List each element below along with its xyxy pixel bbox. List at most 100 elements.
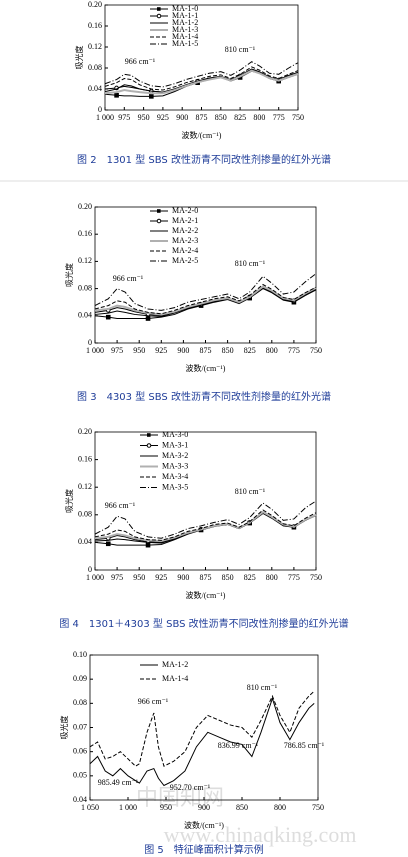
- x-tick-label: 850: [222, 573, 234, 582]
- legend-label: MA-3-3: [162, 461, 188, 470]
- x-tick-label: 825: [244, 573, 256, 582]
- y-tick-label: 0.08: [73, 698, 87, 707]
- legend-label: MA-3-4: [162, 472, 188, 481]
- x-tick-label: 900: [177, 346, 189, 355]
- y-axis-label: 吸光度: [64, 489, 74, 513]
- y-tick-label: 0.12: [88, 42, 102, 51]
- x-tick-label: 750: [310, 346, 322, 355]
- y-tick-label: 0.16: [88, 21, 102, 30]
- legend-label: MA-2-5: [172, 256, 198, 265]
- x-tick-label: 1 000: [86, 346, 104, 355]
- x-tick-label: 775: [288, 346, 300, 355]
- watermark: www.chinaqking.com: [164, 822, 357, 847]
- legend-label: MA-2-1: [172, 216, 198, 225]
- x-tick-label: 1 000: [86, 573, 104, 582]
- y-tick-label: 0.20: [78, 202, 92, 211]
- series-line: [94, 510, 317, 543]
- x-tick-label: 900: [198, 803, 210, 812]
- x-tick-label: 975: [111, 346, 123, 355]
- y-tick-label: 0.06: [73, 746, 87, 755]
- legend-marker: [157, 7, 161, 11]
- y-tick-label: 0.08: [78, 510, 92, 519]
- legend-label: MA-1-2: [172, 18, 198, 27]
- legend-label: MA-2-2: [172, 226, 198, 235]
- series-line: [104, 66, 299, 91]
- y-tick-label: 0.04: [78, 537, 92, 546]
- legend-label: MA-1-4: [172, 32, 198, 41]
- annotation: 786.85 cm⁻¹: [284, 741, 325, 750]
- x-tick-label: 875: [200, 346, 212, 355]
- y-tick-label: 0: [88, 565, 92, 574]
- y-tick-label: 0.16: [78, 454, 92, 463]
- x-axis-label: 波数/(cm⁻¹): [186, 590, 226, 600]
- y-tick-label: 0.08: [88, 63, 102, 72]
- x-axis-label: 波数/(cm⁻¹): [186, 363, 226, 373]
- legend-label: MA-2-4: [172, 246, 198, 255]
- x-tick-label: 800: [266, 346, 278, 355]
- y-axis-label: 吸光度: [59, 716, 69, 740]
- x-tick-label: 800: [266, 573, 278, 582]
- annotation: 810 cm⁻¹: [247, 683, 278, 692]
- x-axis-label: 波数/(cm⁻¹): [184, 820, 224, 830]
- legend-label: MA-1-5: [172, 39, 198, 48]
- x-tick-label: 850: [236, 803, 248, 812]
- series-line: [89, 690, 315, 767]
- series-line: [94, 509, 317, 541]
- x-tick-label: 800: [274, 803, 286, 812]
- x-tick-label: 925: [157, 113, 169, 122]
- legend-label: MA-3-5: [162, 482, 188, 491]
- series-line: [94, 283, 317, 315]
- y-tick-label: 0.04: [78, 311, 92, 320]
- series-line: [94, 500, 317, 539]
- legend-label: MA-2-3: [172, 236, 198, 245]
- legend-label: MA-1-0: [172, 4, 198, 13]
- series-line: [104, 61, 299, 88]
- annotation: 966 cm⁻¹: [105, 501, 136, 510]
- x-tick-label: 1 050: [81, 803, 99, 812]
- y-axis-label: 吸光度: [64, 263, 74, 287]
- annotation: 810 cm⁻¹: [225, 45, 256, 54]
- y-tick-label: 0.07: [73, 722, 87, 731]
- x-tick-label: 925: [155, 346, 167, 355]
- series-line: [104, 69, 299, 95]
- y-tick-label: 0.04: [88, 84, 102, 93]
- legend-label: MA-1-1: [172, 11, 198, 20]
- x-tick-label: 900: [177, 573, 189, 582]
- x-tick-label: 750: [292, 113, 304, 122]
- caption: 图 3 4303 型 SBS 改性沥青不同改性剂掺量的红外光谱: [77, 390, 331, 403]
- annotation: 952.70 cm⁻¹: [170, 783, 211, 792]
- y-tick-label: 0.12: [78, 482, 92, 491]
- x-tick-label: 900: [176, 113, 188, 122]
- x-tick-label: 825: [234, 113, 246, 122]
- series-line: [94, 285, 317, 316]
- annotation: 966 cm⁻¹: [138, 697, 169, 706]
- x-tick-label: 850: [222, 346, 234, 355]
- x-tick-label: 800: [253, 113, 265, 122]
- x-tick-label: 950: [133, 573, 145, 582]
- legend-label: MA-1-2: [162, 660, 188, 669]
- x-tick-label: 1 000: [119, 803, 137, 812]
- y-axis-label: 吸光度: [74, 46, 84, 70]
- x-tick-label: 875: [196, 113, 208, 122]
- legend-label: MA-2-0: [172, 206, 198, 215]
- x-axis-label: 波数/(cm⁻¹): [182, 130, 222, 140]
- legend-label: MA-3-2: [162, 451, 188, 460]
- annotation: 966 cm⁻¹: [125, 57, 156, 66]
- y-tick-label: 0.04: [73, 795, 87, 804]
- caption: 图 4 1301＋4303 型 SBS 改性沥青不同改性剂掺量的红外光谱: [59, 617, 348, 630]
- watermark: 中国知网: [136, 785, 224, 810]
- x-tick-label: 825: [244, 346, 256, 355]
- series-line: [104, 68, 299, 93]
- legend-marker: [156, 13, 162, 19]
- y-tick-label: 0.10: [73, 650, 87, 659]
- x-tick-label: 1 000: [96, 113, 114, 122]
- x-tick-label: 775: [273, 113, 285, 122]
- legend-label: MA-1-4: [162, 674, 188, 683]
- caption: 图 5 特征峰面积计算示例: [144, 843, 264, 856]
- x-tick-label: 750: [310, 573, 322, 582]
- y-tick-label: 0.20: [78, 427, 92, 436]
- legend-marker: [146, 443, 152, 448]
- legend-label: MA-1-3: [172, 25, 198, 34]
